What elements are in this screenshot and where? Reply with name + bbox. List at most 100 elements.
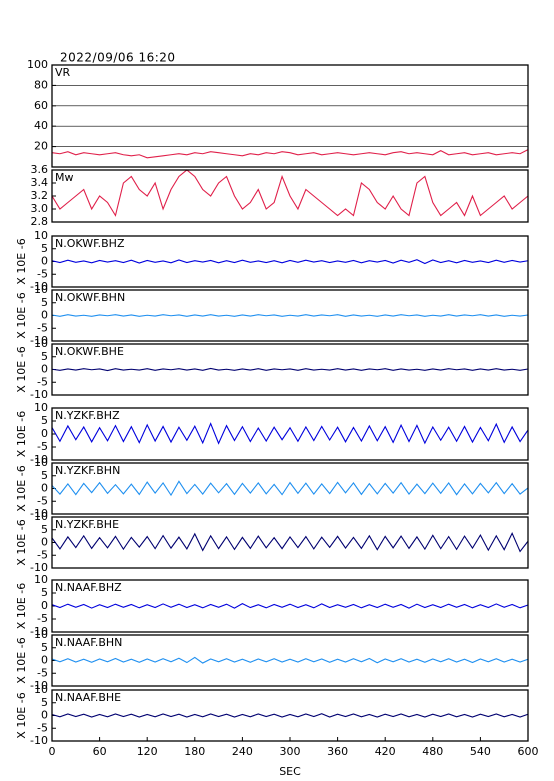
y-tick-label: 0 (41, 363, 48, 376)
y-tick-label: 0 (41, 255, 48, 268)
y-tick-label: 10 (34, 401, 48, 414)
y-tick-label: -5 (37, 494, 48, 507)
y-tick-label: 0 (41, 709, 48, 722)
y-tick-label: 10 (34, 573, 48, 586)
y-axis-label: X 10E -6 (15, 238, 28, 284)
series-label: N.NAAF.BHZ (55, 581, 122, 594)
y-tick-label: 10 (34, 628, 48, 641)
series-label: N.YZKF.BHE (55, 518, 119, 531)
y-tick-label: -5 (37, 612, 48, 625)
data-line (51, 480, 529, 497)
series-label: N.OKWF.BHZ (55, 237, 125, 250)
x-tick-label: 60 (93, 745, 107, 758)
y-tick-label: 60 (34, 99, 48, 112)
y-tick-label: -10 (30, 734, 48, 747)
y-tick-label: 80 (34, 78, 48, 91)
y-tick-label: -5 (37, 666, 48, 679)
y-tick-label: -10 (30, 625, 48, 638)
panel-frame (51, 689, 529, 742)
y-tick-label: -5 (37, 375, 48, 388)
data-line (51, 149, 529, 159)
series-label: Mw (55, 171, 74, 184)
y-tick-label: 0 (41, 536, 48, 549)
data-line (51, 713, 529, 718)
y-tick-label: -5 (37, 721, 48, 734)
y-tick-label: -10 (30, 561, 48, 574)
data-line (51, 422, 529, 445)
y-tick-label: 10 (34, 229, 48, 242)
y-tick-label: 0 (41, 599, 48, 612)
y-tick-label: 5 (41, 296, 48, 309)
x-tick-label: 0 (49, 745, 56, 758)
y-tick-label: 3.4 (31, 176, 49, 189)
x-tick-label: 540 (470, 745, 491, 758)
y-tick-label: 3.0 (31, 202, 49, 215)
y-tick-label: 0 (41, 482, 48, 495)
y-tick-label: 10 (34, 337, 48, 350)
panel-frame (51, 407, 529, 461)
y-tick-label: 0 (41, 654, 48, 667)
panel-frame (51, 516, 529, 569)
y-axis-label: X 10E -6 (15, 637, 28, 683)
y-tick-label: -5 (37, 548, 48, 561)
y-axis-label: X 10E -6 (15, 692, 28, 738)
y-tick-label: -10 (30, 679, 48, 692)
y-tick-label: -5 (37, 440, 48, 453)
x-tick-label: 240 (232, 745, 253, 758)
y-tick-label: 100 (27, 58, 48, 71)
y-tick-label: -10 (30, 388, 48, 401)
series-label: N.OKWF.BHE (55, 345, 124, 358)
y-tick-label: 5 (41, 242, 48, 255)
y-tick-label: 0 (41, 427, 48, 440)
series-label: VR (55, 66, 71, 79)
series-label: N.NAAF.BHN (55, 636, 122, 649)
x-tick-label: 120 (137, 745, 158, 758)
y-tick-label: 10 (34, 683, 48, 696)
y-tick-label: 10 (34, 283, 48, 296)
y-tick-label: 20 (34, 140, 48, 153)
y-tick-label: 0 (41, 309, 48, 322)
data-line (51, 603, 529, 609)
data-line (51, 656, 529, 664)
x-axis-label: SEC (279, 765, 301, 778)
y-tick-label: 5 (41, 350, 48, 363)
panel-frame (51, 343, 529, 396)
chart-title: 2022/09/06 16:20 (60, 51, 176, 65)
x-tick-label: 180 (184, 745, 205, 758)
data-line (51, 314, 529, 317)
y-axis-label: X 10E -6 (15, 465, 28, 511)
data-line (51, 367, 529, 372)
x-tick-label: 480 (422, 745, 443, 758)
y-tick-label: -10 (30, 507, 48, 520)
y-axis-label: X 10E -6 (15, 346, 28, 392)
y-tick-label: -5 (37, 267, 48, 280)
x-tick-label: 420 (375, 745, 396, 758)
series-label: N.OKWF.BHN (55, 291, 125, 304)
y-tick-label: 10 (34, 510, 48, 523)
panel-frame (51, 235, 529, 288)
y-tick-label: -10 (30, 453, 48, 466)
series-label: N.YZKF.BHN (55, 464, 120, 477)
y-tick-label: -10 (30, 280, 48, 293)
x-tick-label: 360 (327, 745, 348, 758)
y-tick-label: 5 (41, 414, 48, 427)
panel-frame (51, 462, 529, 515)
y-tick-label: 5 (41, 469, 48, 482)
panel-frame (51, 289, 529, 342)
y-tick-label: 5 (41, 641, 48, 654)
y-axis-label: X 10E -6 (15, 411, 28, 457)
y-axis-label: X 10E -6 (15, 292, 28, 338)
y-tick-label: 5 (41, 523, 48, 536)
panel-frame (51, 634, 529, 687)
y-tick-label: -5 (37, 321, 48, 334)
y-tick-label: 10 (34, 456, 48, 469)
y-axis-label: X 10E -6 (15, 583, 28, 629)
y-tick-label: 5 (41, 696, 48, 709)
series-label: N.NAAF.BHE (55, 691, 121, 704)
y-tick-label: 3.6 (31, 163, 49, 176)
y-tick-label: 3.2 (31, 189, 49, 202)
y-tick-label: 40 (34, 119, 48, 132)
y-tick-label: -10 (30, 334, 48, 347)
y-tick-label: 2.8 (31, 215, 49, 228)
